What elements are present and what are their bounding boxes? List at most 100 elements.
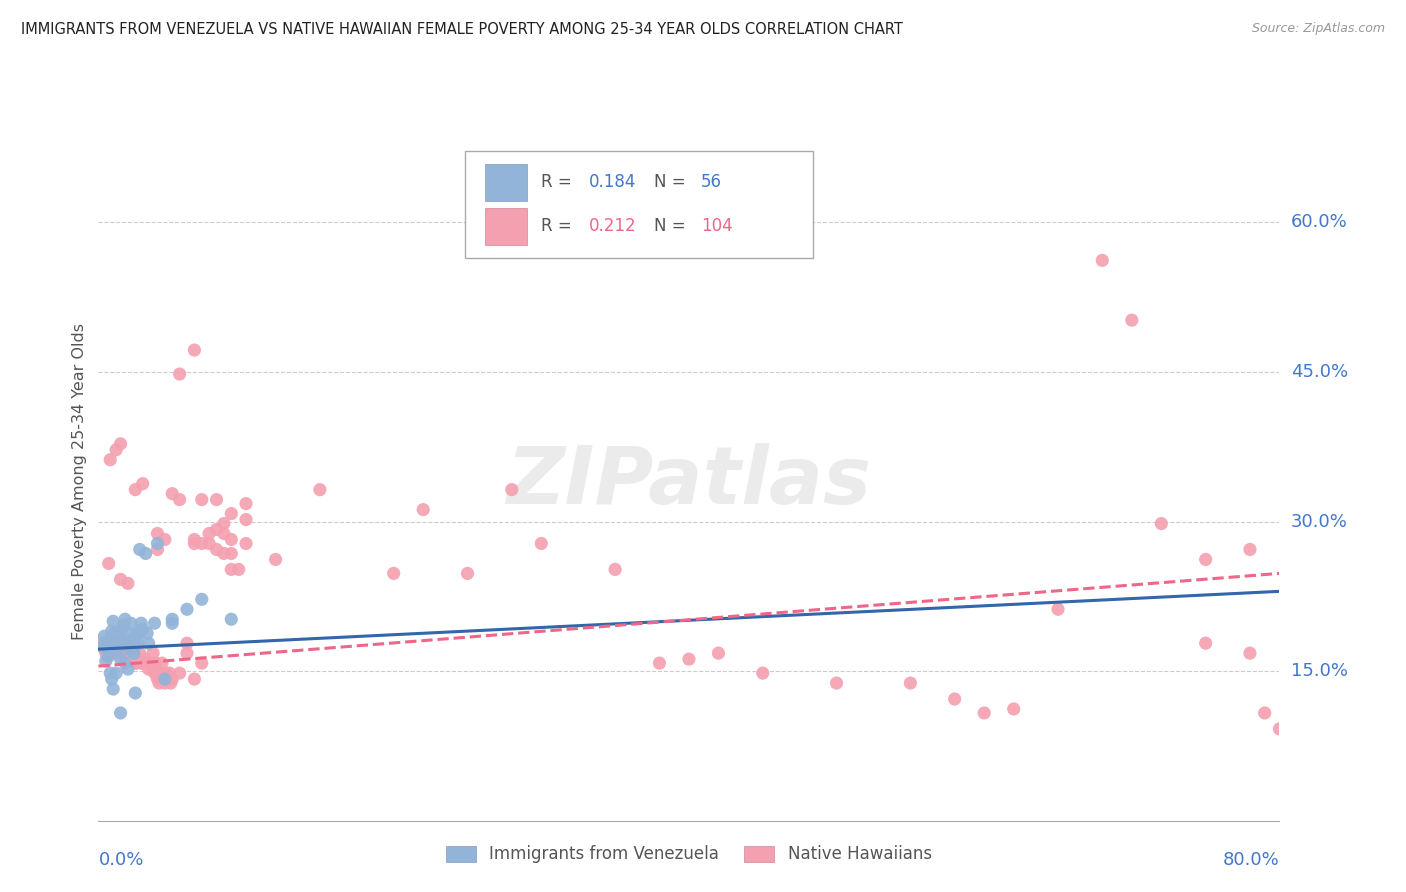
Point	[103, 614, 125, 628]
Point	[110, 652, 132, 666]
Point	[146, 542, 169, 557]
Point	[129, 656, 152, 670]
Point	[153, 672, 176, 686]
Point	[145, 656, 167, 670]
Point	[129, 616, 152, 631]
Point	[91, 639, 114, 653]
Point	[139, 656, 162, 670]
Point	[121, 632, 143, 647]
Point	[103, 636, 125, 650]
Point	[93, 642, 115, 657]
Point	[176, 602, 198, 616]
Text: 60.0%: 60.0%	[1291, 213, 1347, 232]
Point	[94, 636, 117, 650]
Y-axis label: Female Poverty Among 25-34 Year Olds: Female Poverty Among 25-34 Year Olds	[72, 323, 87, 640]
Point	[149, 666, 172, 681]
Point	[124, 636, 146, 650]
Point	[120, 646, 142, 660]
Point	[118, 642, 141, 657]
Point	[97, 639, 120, 653]
Point	[1195, 552, 1218, 566]
Point	[136, 626, 159, 640]
Point	[176, 636, 198, 650]
Point	[1091, 253, 1114, 268]
Point	[825, 676, 848, 690]
Point	[159, 676, 181, 690]
Point	[162, 616, 183, 631]
Point	[108, 628, 131, 642]
Point	[135, 546, 157, 560]
Point	[104, 646, 127, 660]
Point	[98, 666, 121, 681]
Point	[91, 636, 114, 650]
Point	[122, 646, 145, 660]
Point	[120, 616, 142, 631]
Point	[110, 437, 132, 451]
Point	[382, 566, 405, 581]
Point	[235, 512, 257, 526]
Point	[264, 552, 287, 566]
Point	[105, 666, 128, 681]
Point	[219, 612, 242, 626]
Point	[900, 676, 922, 690]
Point	[108, 642, 131, 657]
Point	[96, 639, 118, 653]
Point	[148, 676, 170, 690]
Bar	[485, 208, 527, 245]
Text: R =: R =	[541, 218, 578, 235]
Text: 30.0%: 30.0%	[1291, 513, 1347, 531]
Point	[105, 646, 128, 660]
Bar	[485, 164, 527, 201]
Point	[124, 483, 146, 497]
Point	[212, 526, 235, 541]
Point	[235, 536, 257, 550]
Point	[751, 666, 773, 681]
Text: 0.184: 0.184	[589, 173, 636, 192]
Point	[138, 662, 160, 676]
Point	[146, 526, 169, 541]
Point	[169, 367, 191, 381]
Point	[134, 656, 156, 670]
Point	[114, 656, 136, 670]
Point	[128, 542, 150, 557]
Point	[97, 557, 120, 571]
Point	[219, 533, 242, 547]
Point	[648, 656, 671, 670]
Point	[122, 646, 145, 660]
Point	[94, 646, 117, 660]
Point	[125, 656, 148, 670]
Point	[110, 646, 132, 660]
Point	[412, 502, 434, 516]
Point	[973, 706, 995, 720]
Text: 0.212: 0.212	[589, 218, 636, 235]
Point	[183, 536, 205, 550]
Point	[198, 536, 221, 550]
Point	[1121, 313, 1143, 327]
Point	[162, 672, 183, 686]
Point	[1046, 602, 1069, 616]
Point	[146, 672, 169, 686]
Point	[183, 343, 205, 357]
Point	[107, 642, 129, 657]
Point	[96, 634, 118, 648]
Point	[707, 646, 730, 660]
Point	[198, 526, 221, 541]
Point	[98, 632, 121, 647]
Point	[96, 644, 118, 658]
Point	[114, 612, 136, 626]
Point	[117, 626, 139, 640]
Point	[115, 646, 138, 660]
Point	[150, 656, 173, 670]
Text: N =: N =	[654, 173, 690, 192]
Point	[115, 636, 138, 650]
Point	[501, 483, 523, 497]
Text: 104: 104	[700, 218, 733, 235]
Point	[98, 452, 121, 467]
Text: 15.0%: 15.0%	[1291, 662, 1347, 680]
Text: 56: 56	[700, 173, 721, 192]
Point	[153, 676, 176, 690]
Point	[111, 642, 134, 657]
Point	[127, 636, 149, 650]
Point	[219, 546, 242, 560]
Point	[112, 632, 135, 647]
